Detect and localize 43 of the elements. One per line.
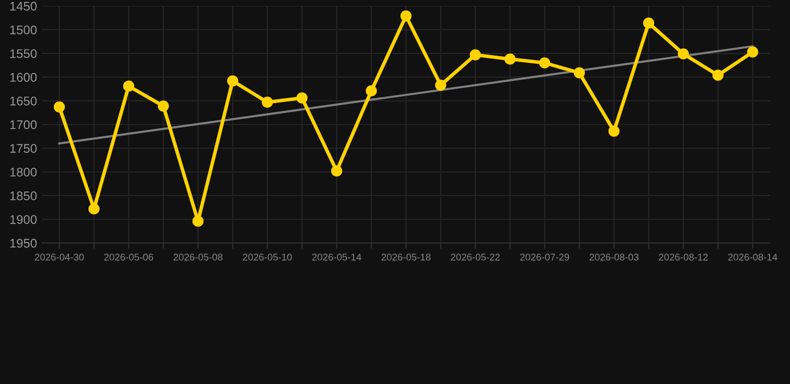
x-tick-label: 2026-08-14	[728, 254, 778, 261]
point	[678, 48, 689, 60]
point	[435, 80, 446, 91]
point	[331, 165, 342, 177]
point	[192, 216, 204, 227]
x-tick-label: 2026-08-03	[590, 254, 638, 261]
point	[747, 46, 758, 58]
y-tick-label: 1500	[10, 26, 37, 34]
point	[539, 57, 550, 68]
x-tick-label: 2026-05-22	[450, 254, 500, 261]
point	[366, 85, 377, 96]
point	[262, 96, 273, 108]
point	[88, 203, 100, 214]
point	[158, 100, 169, 112]
point	[400, 10, 412, 22]
point	[712, 70, 724, 81]
point	[608, 126, 620, 137]
x-tick-label: 2026-05-06	[104, 254, 154, 261]
point	[504, 54, 516, 65]
point	[470, 49, 481, 60]
y-tick-label: 1550	[10, 49, 37, 58]
y-tick-label: 1700	[10, 120, 37, 130]
y-tick-label: 1800	[10, 168, 37, 177]
y-tick-label: 1450	[10, 2, 37, 11]
y-tick-label: 1850	[10, 191, 37, 200]
y-tick-label: 1950	[10, 238, 37, 248]
point	[296, 92, 308, 104]
point	[54, 101, 65, 113]
y-tick-label: 1650	[10, 96, 37, 106]
x-tick-label: 2026-05-08	[174, 254, 222, 261]
x-tick-label: 2026-07-29	[520, 254, 570, 261]
y-tick-label: 1900	[10, 215, 37, 224]
point	[643, 18, 654, 29]
point	[227, 75, 238, 86]
point	[574, 67, 585, 78]
y-tick-label: 1600	[10, 72, 37, 82]
x-tick-label: 2026-04-30	[34, 254, 84, 261]
x-tick-label: 2026-05-10	[242, 254, 292, 261]
x-tick-label: 2026-05-14	[312, 254, 362, 261]
point	[123, 80, 134, 92]
x-tick-label: 2026-08-12	[658, 254, 708, 261]
x-tick-label: 2026-05-18	[382, 254, 430, 261]
y-tick-label: 1750	[10, 144, 37, 153]
